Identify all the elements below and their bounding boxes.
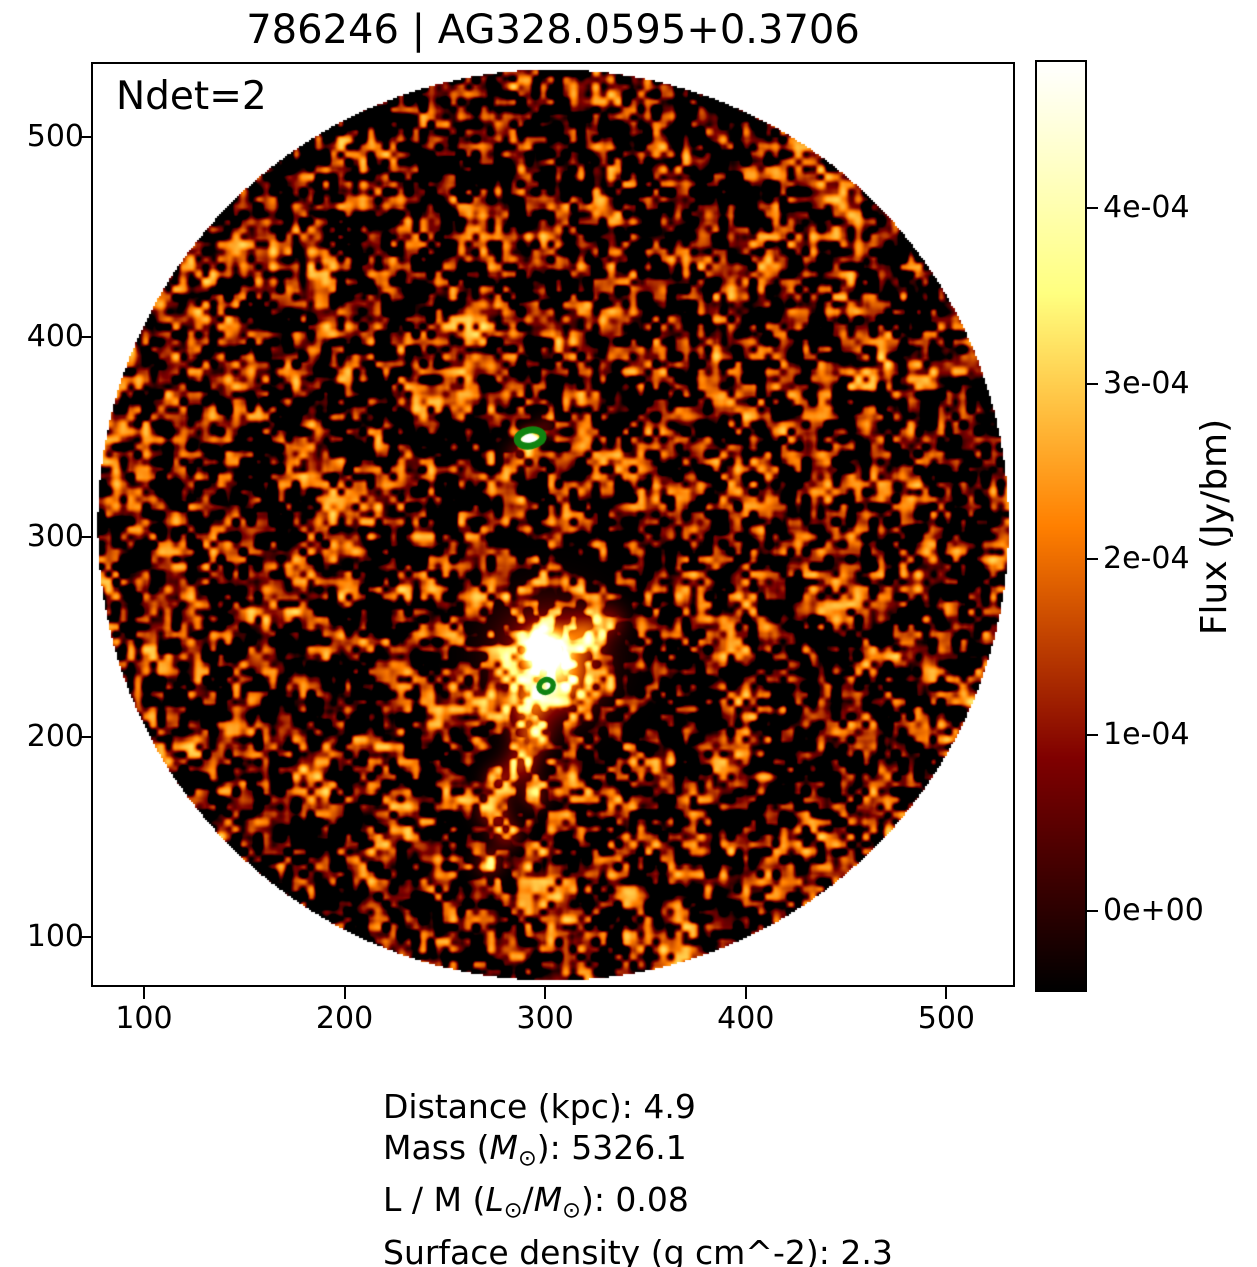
info-block: Distance (kpc): 4.9 Mass (M⊙): 5326.1 L / … [383, 1086, 893, 1267]
info-line-segment: ⊙ [503, 1197, 523, 1224]
info-line: Mass (M⊙): 5326.1 [383, 1127, 893, 1179]
x-tick-label: 300 [516, 1001, 574, 1036]
info-line-segment: ⊙ [562, 1197, 581, 1224]
x-tick-label: 100 [115, 1001, 173, 1036]
colorbar-tick-mark [1087, 206, 1098, 209]
info-line-segment: L [485, 1180, 504, 1220]
plot-frame [91, 62, 1015, 987]
info-line-segment: M [489, 1128, 518, 1167]
colorbar-tick-label: 2e-04 [1103, 541, 1190, 577]
info-line-segment: L / M ( [383, 1180, 486, 1220]
colorbar-frame [1035, 60, 1087, 992]
y-tick-mark [79, 136, 91, 138]
info-line: L / M (L⊙/M⊙): 0.08 [383, 1179, 893, 1231]
x-tick-mark [544, 987, 547, 999]
colorbar-tick-label: 4e-04 [1103, 189, 1190, 225]
info-line-segment: ): 5326.1 [536, 1128, 687, 1167]
x-tick-mark [945, 987, 948, 999]
emission-map-canvas [93, 64, 1013, 985]
colorbar-tick-mark [1087, 558, 1098, 561]
ndet-annotation: Ndet=2 [116, 74, 267, 119]
colorbar-axis-label: Flux (Jy/bm) [1194, 418, 1235, 636]
colorbar-tick-label: 1e-04 [1103, 717, 1190, 753]
info-line-segment: ): 0.08 [580, 1180, 689, 1220]
x-tick-mark [744, 987, 747, 999]
y-tick-mark [79, 936, 91, 938]
info-line-segment: Mass ( [383, 1128, 490, 1167]
y-tick-mark [79, 336, 91, 338]
info-line-segment: Distance (kpc): 4.9 [383, 1087, 696, 1126]
y-tick-mark [79, 536, 91, 538]
x-tick-label: 200 [315, 1001, 374, 1036]
colorbar-tick-mark [1087, 909, 1098, 912]
x-tick-mark [142, 987, 145, 999]
colorbar-tick-mark [1087, 382, 1098, 385]
y-tick-label: 500 [26, 119, 84, 154]
colorbar-tick-label: 3e-04 [1103, 365, 1190, 401]
info-line: Distance (kpc): 4.9 [383, 1086, 893, 1127]
info-line-segment: M [533, 1180, 563, 1220]
colorbar-gradient-canvas [1037, 62, 1085, 990]
figure-title: 786246 | AG328.0595+0.3706 [246, 7, 860, 53]
y-tick-mark [79, 736, 91, 738]
info-line: Surface density (g cm^-2): 2.3 [383, 1232, 893, 1267]
y-tick-label: 400 [26, 319, 84, 354]
info-line-segment: ⊙ [517, 1145, 537, 1172]
info-line-segment: / [522, 1180, 534, 1220]
colorbar-tick-label: 0e+00 [1103, 892, 1204, 928]
y-tick-label: 100 [26, 919, 84, 954]
x-tick-mark [343, 987, 346, 999]
y-tick-label: 300 [26, 519, 84, 554]
x-tick-label: 500 [917, 1001, 976, 1036]
y-tick-label: 200 [26, 719, 84, 754]
info-line-segment: Surface density (g cm^-2): 2.3 [383, 1232, 893, 1267]
colorbar-tick-mark [1087, 734, 1098, 737]
x-tick-label: 400 [717, 1001, 775, 1036]
